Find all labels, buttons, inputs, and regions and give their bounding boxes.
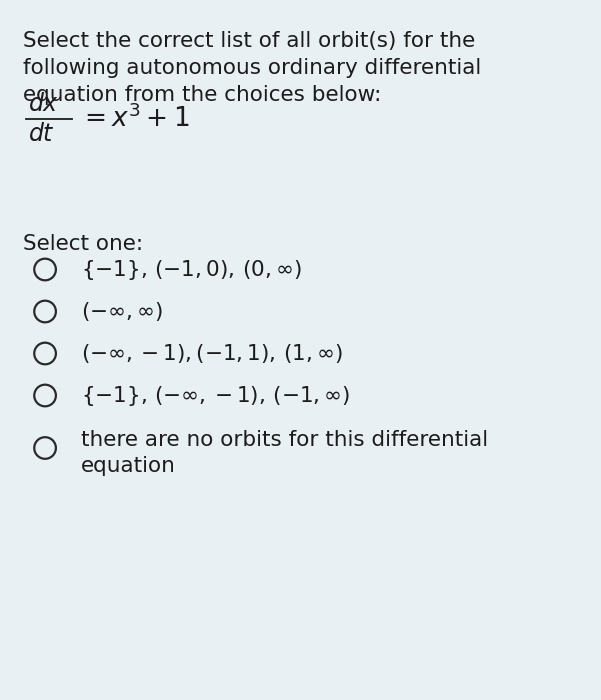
Text: $(-\infty, \infty)$: $(-\infty, \infty)$	[81, 300, 163, 323]
Text: there are no orbits for this differential: there are no orbits for this differentia…	[81, 430, 488, 449]
Text: equation from the choices below:: equation from the choices below:	[23, 85, 381, 105]
Text: dx: dx	[29, 92, 58, 116]
Text: $\{-1\},\, (-1,0),\, (0, \infty)$: $\{-1\},\, (-1,0),\, (0, \infty)$	[81, 258, 302, 281]
Text: Select one:: Select one:	[23, 234, 143, 255]
Text: following autonomous ordinary differential: following autonomous ordinary differenti…	[23, 58, 481, 78]
Text: $\{-1\},\, (-\infty, -1),\, (-1, \infty)$: $\{-1\},\, (-\infty, -1),\, (-1, \infty)…	[81, 384, 350, 407]
Text: equation: equation	[81, 456, 176, 476]
Text: $= x^3 + 1$: $= x^3 + 1$	[79, 105, 189, 133]
Text: Select the correct list of all orbit(s) for the: Select the correct list of all orbit(s) …	[23, 32, 475, 52]
Text: dt: dt	[29, 122, 53, 146]
Text: $(-\infty, -1),(-1,1),\, (1, \infty)$: $(-\infty, -1),(-1,1),\, (1, \infty)$	[81, 342, 343, 365]
